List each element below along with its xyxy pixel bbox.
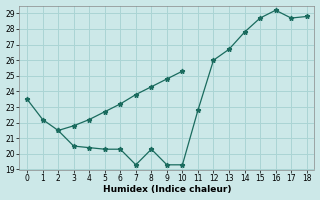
X-axis label: Humidex (Indice chaleur): Humidex (Indice chaleur) bbox=[103, 185, 231, 194]
